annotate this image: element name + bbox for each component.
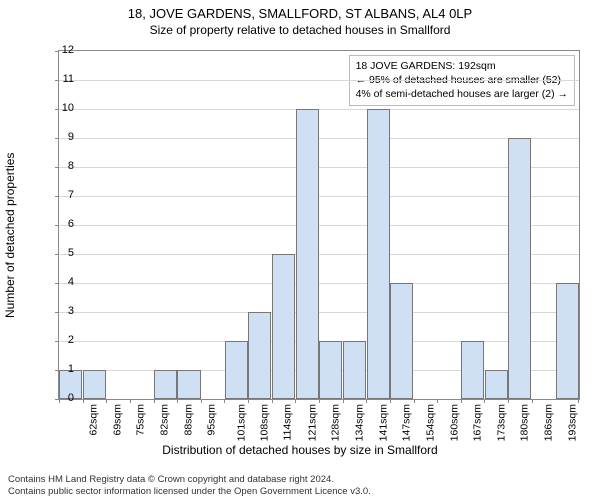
ytick-label: 8 xyxy=(54,160,74,172)
xtick-label: 134sqm xyxy=(353,404,365,441)
xtick-label: 147sqm xyxy=(401,404,413,441)
xtick-mark xyxy=(461,399,462,403)
xtick-mark xyxy=(508,399,509,403)
yaxis-label: Number of detached properties xyxy=(3,153,17,318)
bar xyxy=(343,341,366,399)
footer-line: Contains public sector information licen… xyxy=(8,486,371,498)
xtick-label: 141sqm xyxy=(377,404,389,441)
bar xyxy=(508,138,531,399)
xtick-label: 160sqm xyxy=(448,404,460,441)
xtick-mark xyxy=(484,399,485,403)
xtick-label: 82sqm xyxy=(158,404,170,436)
bar xyxy=(248,312,271,399)
chart-subtitle: Size of property relative to detached ho… xyxy=(0,21,600,37)
xtick-label: 180sqm xyxy=(519,404,531,441)
xtick-mark xyxy=(83,399,84,403)
xtick-label: 193sqm xyxy=(566,404,578,441)
xtick-label: 62sqm xyxy=(88,404,100,436)
grid-line xyxy=(59,312,579,313)
xtick-mark xyxy=(295,399,296,403)
xtick-mark xyxy=(106,399,107,403)
bar xyxy=(556,283,579,399)
xtick-label: 186sqm xyxy=(542,404,554,441)
xtick-label: 121sqm xyxy=(306,404,318,441)
xtick-label: 75sqm xyxy=(135,404,147,436)
grid-line xyxy=(59,196,579,197)
xtick-mark xyxy=(224,399,225,403)
bar xyxy=(83,370,106,399)
xtick-mark xyxy=(130,399,131,403)
legend-line: 4% of semi-detached houses are larger (2… xyxy=(356,87,568,101)
xtick-mark xyxy=(578,399,579,403)
xtick-mark xyxy=(532,399,533,403)
ytick-label: 10 xyxy=(54,102,74,114)
bar xyxy=(154,370,177,399)
bar xyxy=(461,341,484,399)
chart-plot-area: 18 JOVE GARDENS: 192sqm ← 95% of detache… xyxy=(58,50,580,400)
xtick-label: 88sqm xyxy=(182,404,194,436)
xtick-label: 154sqm xyxy=(424,404,436,441)
ytick-label: 4 xyxy=(54,276,74,288)
footer-line: Contains HM Land Registry data © Crown c… xyxy=(8,474,371,486)
ytick-label: 11 xyxy=(54,73,74,85)
xtick-mark xyxy=(366,399,367,403)
bar xyxy=(225,341,248,399)
xaxis-label: Distribution of detached houses by size … xyxy=(0,443,600,457)
bar xyxy=(319,341,342,399)
legend-line: 18 JOVE GARDENS: 192sqm xyxy=(356,59,568,73)
bar xyxy=(367,109,390,399)
xtick-label: 95sqm xyxy=(206,404,218,436)
xtick-mark xyxy=(390,399,391,403)
xtick-label: 69sqm xyxy=(111,404,123,436)
grid-line xyxy=(59,283,579,284)
xtick-mark xyxy=(248,399,249,403)
grid-line xyxy=(59,138,579,139)
bar xyxy=(390,283,413,399)
xtick-mark xyxy=(201,399,202,403)
ytick-label: 2 xyxy=(54,334,74,346)
grid-line xyxy=(59,80,579,81)
bar xyxy=(485,370,508,399)
bar xyxy=(296,109,319,399)
ytick-label: 5 xyxy=(54,247,74,259)
bar xyxy=(177,370,200,399)
xtick-label: 173sqm xyxy=(495,404,507,441)
chart-title: 18, JOVE GARDENS, SMALLFORD, ST ALBANS, … xyxy=(0,0,600,21)
xtick-label: 128sqm xyxy=(330,404,342,441)
ytick-label: 9 xyxy=(54,131,74,143)
grid-line xyxy=(59,109,579,110)
ytick-label: 12 xyxy=(54,44,74,56)
xtick-mark xyxy=(437,399,438,403)
xtick-mark xyxy=(272,399,273,403)
ytick-label: 7 xyxy=(54,189,74,201)
xtick-mark xyxy=(154,399,155,403)
xtick-mark xyxy=(319,399,320,403)
xtick-label: 101sqm xyxy=(235,404,247,441)
ytick-label: 3 xyxy=(54,305,74,317)
xtick-mark xyxy=(343,399,344,403)
xtick-mark xyxy=(177,399,178,403)
xtick-mark xyxy=(414,399,415,403)
xtick-label: 114sqm xyxy=(282,404,294,441)
grid-line xyxy=(59,225,579,226)
grid-line xyxy=(59,167,579,168)
ytick-label: 6 xyxy=(54,218,74,230)
xtick-label: 167sqm xyxy=(472,404,484,441)
ytick-label: 0 xyxy=(54,392,74,404)
bar xyxy=(272,254,295,399)
grid-line xyxy=(59,254,579,255)
xtick-label: 108sqm xyxy=(259,404,271,441)
chart-footer: Contains HM Land Registry data © Crown c… xyxy=(8,474,371,498)
ytick-label: 1 xyxy=(54,363,74,375)
